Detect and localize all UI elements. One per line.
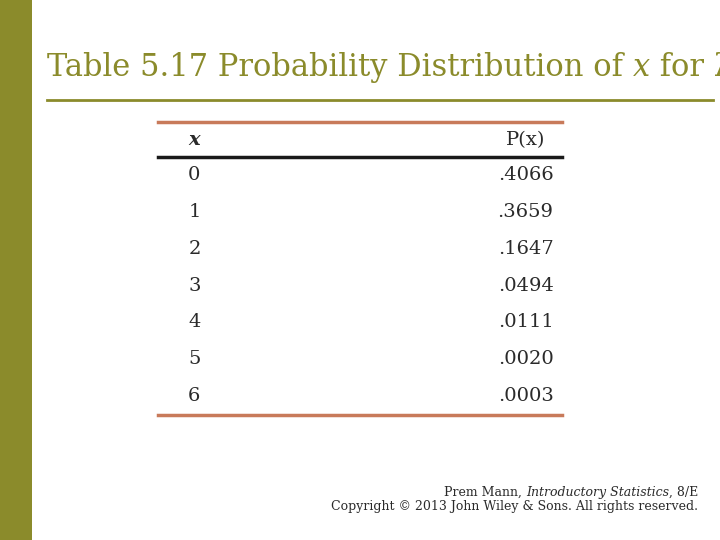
Text: Prem Mann,: Prem Mann, — [444, 486, 526, 499]
Text: Table 5.17 Probability Distribution of: Table 5.17 Probability Distribution of — [47, 52, 632, 83]
Text: 0: 0 — [188, 166, 201, 185]
Text: 5: 5 — [188, 350, 201, 368]
Text: x: x — [189, 131, 200, 150]
Text: .3659: .3659 — [498, 203, 554, 221]
Text: Introductory Statistics: Introductory Statistics — [526, 486, 669, 499]
Text: P(x): P(x) — [506, 131, 545, 150]
Text: x: x — [632, 52, 649, 83]
Text: 4: 4 — [188, 313, 201, 332]
Text: , 8/E: , 8/E — [669, 486, 698, 499]
Text: Copyright © 2013 John Wiley & Sons. All rights reserved.: Copyright © 2013 John Wiley & Sons. All … — [331, 500, 698, 513]
Text: 2: 2 — [188, 240, 201, 258]
Text: 3: 3 — [188, 276, 201, 295]
Text: .1647: .1647 — [498, 240, 554, 258]
Text: .0003: .0003 — [498, 387, 554, 405]
Text: .4066: .4066 — [498, 166, 554, 185]
Text: .0111: .0111 — [498, 313, 554, 332]
Text: for λ = .9: for λ = .9 — [649, 52, 720, 83]
Text: 6: 6 — [188, 387, 201, 405]
Text: .0020: .0020 — [498, 350, 554, 368]
Text: .0494: .0494 — [498, 276, 554, 295]
Text: 1: 1 — [188, 203, 201, 221]
